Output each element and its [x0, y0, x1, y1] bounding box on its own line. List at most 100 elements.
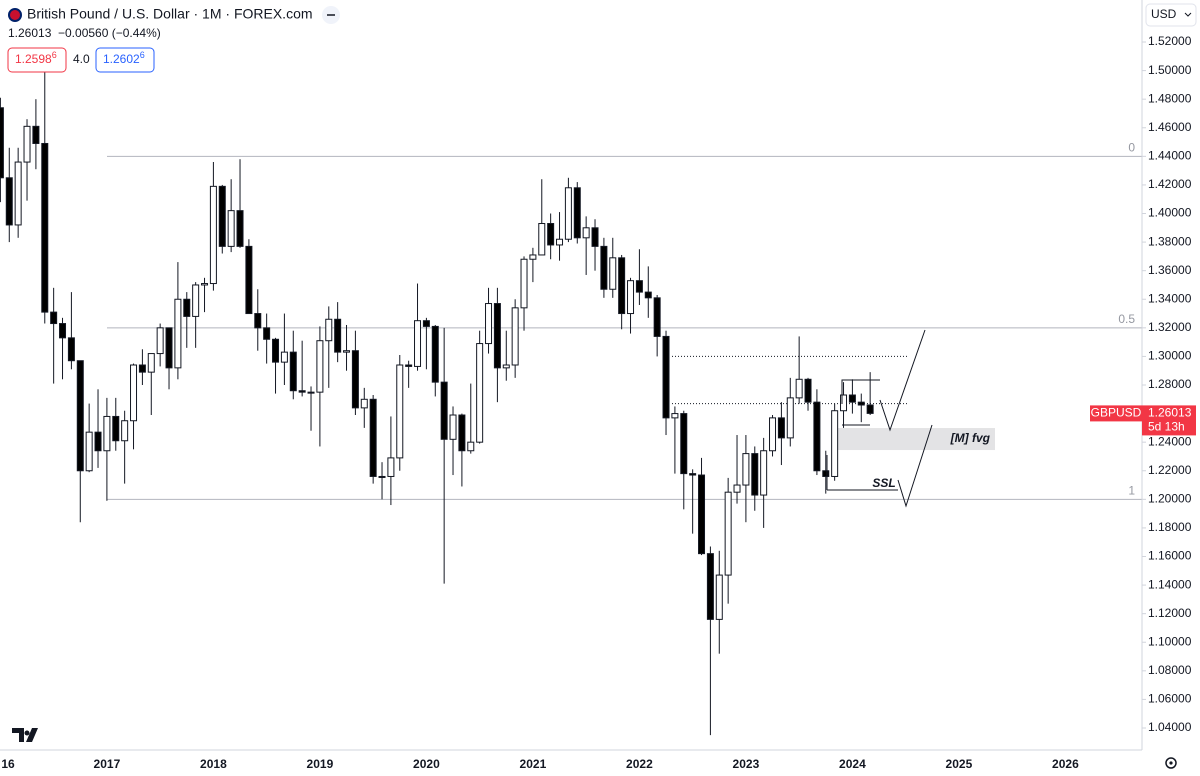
x-tick-label: 2017 [94, 757, 121, 771]
candle-body [192, 284, 200, 317]
candle-body [520, 258, 528, 309]
settings-button[interactable] [1165, 757, 1177, 769]
candle-body [85, 431, 93, 472]
y-tick-label: 1.20000 [1148, 492, 1192, 506]
y-tick-label: 1.24000 [1148, 434, 1192, 448]
candle-body [112, 415, 120, 442]
candle-body [245, 245, 253, 315]
candle-body [138, 364, 146, 373]
candle-body [591, 227, 599, 247]
candle-body [23, 125, 31, 163]
candle-body [485, 303, 493, 345]
candle-body [760, 450, 768, 496]
ask-pip: 6 [140, 50, 145, 60]
candle-body [227, 210, 235, 247]
y-tick-label: 1.10000 [1148, 634, 1192, 648]
candle-body [476, 343, 484, 443]
candle-body [458, 414, 466, 452]
candle-body [618, 257, 626, 315]
candle-body [804, 378, 812, 403]
x-tick-label: 2021 [520, 757, 547, 771]
ask[interactable]: 1.26026 [103, 50, 145, 66]
tradingview-logo-dot [24, 730, 30, 736]
candle-body [50, 311, 58, 325]
fvg-label: [M] fvg [950, 431, 991, 445]
settings-icon-center [1169, 761, 1173, 765]
y-tick-label: 1.32000 [1148, 320, 1192, 334]
y-tick-label: 1.12000 [1148, 606, 1192, 620]
candle-body [298, 390, 306, 393]
spread: 4.0 [73, 52, 90, 66]
range-bracket [841, 379, 880, 404]
candle-body [840, 394, 848, 412]
tradingview-logo[interactable] [12, 728, 38, 742]
candle-body [387, 457, 395, 477]
candle-body [201, 283, 209, 286]
fib-level-label: 0 [1128, 141, 1135, 155]
y-tick-label: 1.48000 [1148, 91, 1192, 105]
candle-body [769, 417, 777, 452]
candle-body [280, 351, 288, 363]
candle-body [0, 107, 4, 179]
candle-body [547, 223, 555, 246]
candle-body [5, 177, 13, 226]
y-tick-label: 1.04000 [1148, 720, 1192, 734]
fib-level-label: 1 [1128, 484, 1135, 498]
symbol-title[interactable]: British Pound / U.S. Dollar · 1M · FOREX… [27, 6, 313, 22]
candle-body [130, 364, 138, 422]
dropdown-caret [1184, 12, 1192, 17]
fib-level-label: 0.5 [1118, 312, 1135, 326]
y-tick-label: 1.38000 [1148, 234, 1192, 248]
candle-body [698, 474, 706, 555]
y-tick-label: 1.52000 [1148, 34, 1192, 48]
candle-body [822, 470, 830, 477]
x-tick-label: 2025 [946, 757, 973, 771]
candle-body [848, 394, 856, 403]
candle-body [59, 323, 67, 339]
candle-body [689, 473, 697, 476]
candle-body [218, 185, 226, 247]
projection-path [879, 329, 926, 432]
price-tag-value: 1.26013 [1148, 406, 1192, 420]
currency-selector[interactable] [1145, 3, 1197, 27]
sell-button[interactable] [7, 47, 67, 73]
bid-pip: 6 [52, 50, 57, 60]
y-tick-label: 1.40000 [1148, 206, 1192, 220]
y-tick-label: 1.36000 [1148, 263, 1192, 277]
candle-body [316, 340, 324, 393]
bid-price: 1.2598 [15, 52, 52, 66]
x-tick-label: 2022 [626, 757, 653, 771]
y-tick-label: 1.44000 [1148, 149, 1192, 163]
candle-body [671, 413, 679, 419]
candle-body [813, 401, 821, 472]
candle-body [431, 325, 439, 383]
y-tick-label: 1.16000 [1148, 549, 1192, 563]
candle-body [680, 413, 688, 475]
fvg-zone [838, 428, 995, 451]
y-tick-label: 1.42000 [1148, 177, 1192, 191]
candle-body [742, 453, 750, 486]
bid[interactable]: 1.25986 [15, 50, 57, 66]
candle-body [449, 414, 457, 440]
candle-body [351, 350, 359, 409]
candle-body [174, 298, 182, 369]
currency[interactable]: USD [1151, 7, 1177, 21]
y-tick-label: 1.46000 [1148, 120, 1192, 134]
candle-body [147, 353, 155, 373]
buy-button[interactable] [95, 47, 155, 73]
candle-body [236, 210, 244, 247]
flag-icon [8, 8, 22, 22]
ask-price: 1.2602 [103, 52, 140, 66]
candle-body [529, 254, 537, 260]
candle-body [422, 320, 430, 327]
candle-body [627, 280, 635, 315]
candle-body [121, 420, 129, 442]
x-tick-label: 16 [1, 757, 15, 771]
candle-body [405, 364, 413, 367]
candle-body [289, 351, 297, 392]
y-tick-label: 1.14000 [1148, 577, 1192, 591]
x-tick-label: 2024 [839, 757, 866, 771]
candle-body [440, 381, 448, 440]
